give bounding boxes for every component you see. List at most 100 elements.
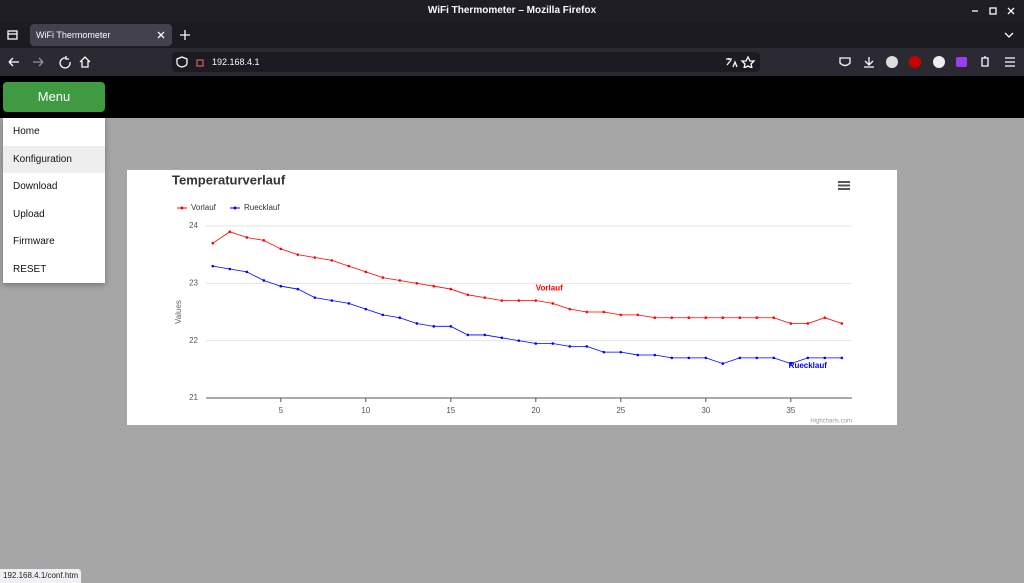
point [755, 356, 759, 360]
point [228, 267, 232, 271]
maximize[interactable] [989, 7, 997, 15]
point [687, 316, 691, 320]
point [517, 299, 521, 302]
point [823, 356, 827, 360]
series-label: Vorlauf [536, 284, 563, 293]
point [364, 307, 368, 311]
point [364, 270, 368, 274]
url: 192.168.4.1 [212, 57, 260, 67]
export-menu[interactable] [838, 181, 850, 190]
toolbar-icons[interactable] [836, 54, 1020, 70]
point [296, 253, 300, 256]
menu-item[interactable]: Upload [13, 208, 45, 220]
legend-marker [180, 206, 184, 210]
point [585, 310, 589, 314]
point [619, 350, 623, 354]
point [296, 287, 300, 291]
point [279, 284, 283, 288]
point [840, 356, 844, 360]
point [517, 339, 521, 342]
point [789, 322, 793, 325]
legend-marker [233, 206, 237, 210]
point [330, 299, 334, 302]
point [398, 316, 402, 320]
point [415, 282, 419, 285]
menu-item[interactable]: Firmware [13, 236, 55, 247]
y-axis-title: Values [174, 300, 183, 324]
menu-item[interactable]: Download [13, 181, 58, 192]
point [806, 322, 810, 325]
point [313, 296, 317, 299]
nav-bar: 192.168.4.1 [0, 48, 1024, 76]
point [330, 259, 334, 262]
point [721, 316, 725, 320]
y-tick-label: 21 [189, 393, 198, 402]
point [823, 316, 827, 320]
new-tab[interactable] [178, 28, 192, 42]
y-tick-label: 22 [189, 336, 198, 345]
point [262, 239, 266, 242]
point [262, 279, 266, 282]
point [211, 241, 215, 245]
y-tick-label: 23 [189, 278, 198, 287]
x-tick-label: 20 [531, 406, 540, 415]
point [534, 342, 538, 345]
series-line [212, 231, 842, 324]
point [636, 353, 640, 357]
tab[interactable]: WiFi Thermometer [30, 24, 172, 46]
x-tick-label: 35 [786, 406, 795, 415]
point [245, 270, 249, 274]
point [347, 264, 351, 268]
menu-item[interactable]: RESET [13, 263, 47, 275]
point [738, 356, 742, 360]
x-tick-label: 5 [279, 406, 284, 415]
site-info[interactable] [176, 56, 206, 68]
point [585, 345, 589, 348]
point [415, 322, 419, 325]
point [432, 284, 436, 288]
point [500, 299, 504, 302]
point [449, 325, 453, 328]
point [483, 333, 487, 337]
point [551, 302, 555, 305]
url-bar[interactable]: 192.168.4.1 [172, 52, 760, 72]
chart-title: Temperaturverlauf [172, 172, 286, 187]
point [432, 325, 436, 328]
tab-title: WiFi Thermometer [36, 30, 111, 40]
point [228, 230, 232, 234]
point [840, 322, 844, 325]
point [466, 293, 470, 297]
point [551, 342, 555, 345]
point [772, 356, 776, 360]
point [381, 276, 385, 279]
page-header [0, 76, 1024, 118]
credit: Highcharts.com [810, 419, 852, 425]
nav-buttons[interactable] [6, 54, 96, 70]
tab-close[interactable] [156, 30, 166, 40]
point [636, 313, 640, 317]
x-tick-label: 15 [446, 406, 455, 415]
legend-entry: Vorlauf [191, 203, 217, 212]
url-actions[interactable] [724, 56, 756, 68]
point [568, 345, 572, 348]
tab-list[interactable] [6, 28, 20, 42]
point [653, 353, 657, 357]
list-all-tabs[interactable] [1002, 28, 1016, 42]
point [211, 264, 215, 268]
x-tick-label: 25 [616, 406, 625, 415]
point [670, 316, 674, 320]
point [466, 333, 470, 337]
y-tick-label: 24 [189, 221, 198, 230]
point [483, 296, 487, 299]
point [772, 316, 776, 320]
point [245, 236, 249, 239]
point [619, 313, 623, 317]
menu-button[interactable]: Menu [3, 82, 105, 112]
close[interactable] [1007, 7, 1015, 15]
point [398, 279, 402, 282]
status-bar: 192.168.4.1/conf.htm [0, 569, 82, 583]
menu-item[interactable]: Home [13, 126, 40, 137]
x-tick-label: 10 [361, 406, 370, 415]
menu-item[interactable]: Konfiguration [3, 145, 105, 173]
